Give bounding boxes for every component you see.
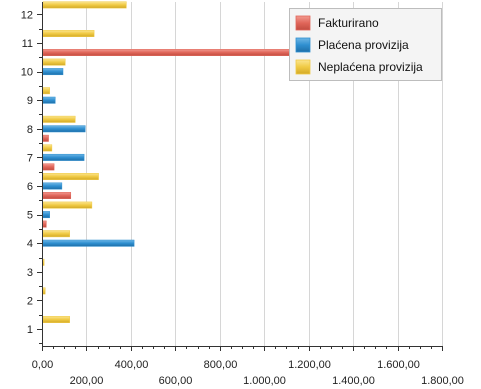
legend-swatch (295, 37, 311, 53)
y-tick-label: 6 (27, 181, 33, 193)
x-tick-label: 1.600,00 (377, 359, 420, 371)
y-tick-label: 5 (27, 210, 33, 222)
y-tick-label: 9 (27, 95, 33, 107)
bar-fakturirano-7 (42, 163, 55, 171)
legend-label: Neplaćena provizija (318, 60, 423, 74)
y-tick-label: 11 (22, 38, 33, 50)
bar-nepla-ena-provizija-6 (42, 173, 99, 180)
bars (42, 1, 299, 323)
bar-nepla-ena-provizija-2 (42, 287, 46, 295)
bar-fakturirano-8 (42, 134, 49, 142)
y-tick-label: 7 (27, 152, 33, 164)
legend-label: Fakturirano (318, 16, 379, 30)
x-tick-label: 400,00 (115, 359, 149, 371)
bar-fakturirano-5 (42, 220, 47, 228)
x-tick-label: 1.400,00 (332, 375, 375, 387)
bar-pla-ena-provizija-7 (42, 153, 85, 161)
bar-pla-ena-provizija-10 (42, 68, 64, 76)
y-tick-label: 8 (27, 124, 33, 136)
bar-nepla-ena-provizija-5 (42, 201, 93, 209)
y-tick-label: 4 (27, 238, 33, 250)
bar-nepla-ena-provizija-1 (42, 316, 70, 323)
bar-pla-ena-provizija-8 (42, 125, 86, 133)
x-tick-label: 1.800,00 (421, 375, 464, 387)
legend-swatch (295, 59, 311, 75)
x-tick-label: 800,00 (204, 359, 238, 371)
legend-swatch (295, 15, 311, 31)
bar-nepla-ena-provizija-11 (42, 30, 95, 37)
legend: Fakturirano Plaćena provizija Neplaćena pr… (289, 8, 442, 81)
bar-nepla-ena-provizija-10 (42, 58, 66, 66)
bar-fakturirano-6 (42, 192, 72, 199)
x-tick-label: 1.200,00 (288, 359, 331, 371)
y-tick-label: 1 (27, 324, 33, 336)
bar-nepla-ena-provizija-12 (42, 1, 127, 9)
legend-box (289, 8, 442, 81)
bar-nepla-ena-provizija-9 (42, 87, 50, 95)
bar-nepla-ena-provizija-7 (42, 144, 53, 152)
x-tick-label: 1.000,00 (243, 375, 286, 387)
x-tick-label: 600,00 (159, 375, 193, 387)
bar-fakturirano-11 (42, 49, 299, 56)
bar-pla-ena-provizija-5 (42, 211, 50, 219)
y-tick-label: 3 (27, 267, 33, 279)
bar-pla-ena-provizija-9 (42, 96, 56, 104)
bar-nepla-ena-provizija-8 (42, 115, 76, 123)
y-tick-label: 10 (21, 67, 33, 79)
y-tick-label: 12 (21, 9, 33, 21)
bar-pla-ena-provizija-4 (42, 239, 135, 247)
legend-label: Plaćena provizija (318, 38, 409, 52)
x-tick-label: 200,00 (70, 375, 104, 387)
bar-nepla-ena-provizija-4 (42, 230, 70, 238)
bar-nepla-ena-provizija-3 (42, 258, 45, 266)
bar-pla-ena-provizija-6 (42, 182, 63, 190)
axes: 1234567891011120,00200,00400,00600,00800… (21, 2, 464, 387)
y-tick-label: 2 (27, 295, 33, 307)
x-tick-label: 0,00 (32, 359, 53, 371)
